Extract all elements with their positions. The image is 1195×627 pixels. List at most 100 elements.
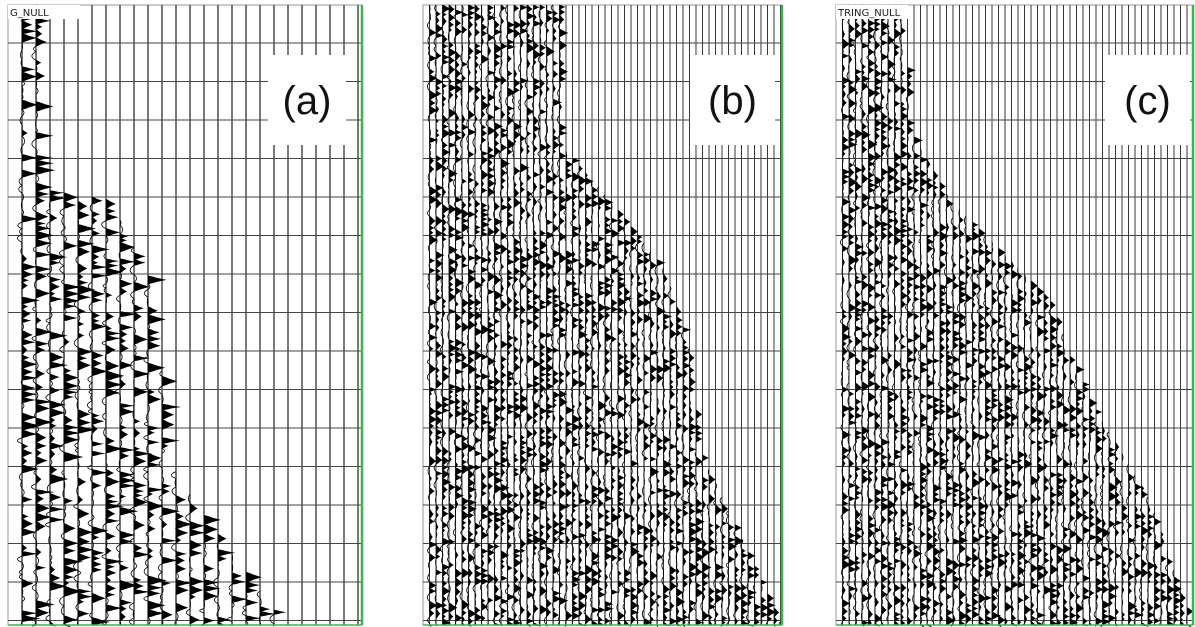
- wiggle-fill: [894, 11, 903, 626]
- wiggle-fill: [907, 67, 917, 625]
- wiggle-fill: [979, 229, 988, 626]
- wiggle-fill: [631, 226, 640, 624]
- wiggle-trace: [1008, 261, 1017, 626]
- wiggle-fill: [148, 276, 167, 617]
- wiggle-fill: [842, 5, 852, 622]
- wiggle-fill: [689, 353, 699, 613]
- label-box: [268, 55, 346, 145]
- wiggle-trace: [859, 4, 868, 627]
- wiggle-fill: [553, 10, 562, 619]
- wiggle-fill: [1070, 356, 1079, 625]
- wiggle-fill: [481, 14, 491, 621]
- wiggle-fill: [134, 253, 153, 595]
- panel-label: (a): [283, 79, 332, 123]
- header-box: [836, 5, 908, 19]
- wiggle-fill: [696, 410, 705, 625]
- panel-label: (c): [1124, 79, 1171, 123]
- label-box: [690, 55, 775, 145]
- wiggle-fill: [274, 610, 287, 615]
- wiggle-fill: [1102, 426, 1112, 625]
- wiggle-fill: [1109, 447, 1118, 622]
- panel-header: G_NULL: [10, 8, 49, 19]
- wiggle-fill: [559, 5, 569, 605]
- wiggle-fill: [946, 199, 956, 625]
- wiggle-fill: [657, 259, 666, 608]
- wiggle-fill: [540, 5, 549, 615]
- wiggle-fill: [1018, 272, 1027, 625]
- wiggle-fill: [585, 172, 595, 624]
- wiggle-fill: [624, 218, 634, 625]
- wiggle-fill: [953, 225, 962, 624]
- wiggle-fill: [1044, 294, 1053, 595]
- wiggle-fill: [644, 252, 653, 625]
- wiggle-fill: [36, 5, 56, 618]
- wiggle-fill: [520, 5, 530, 615]
- wiggle-fill: [449, 5, 458, 621]
- wiggle-fill: [728, 524, 737, 598]
- wiggle-fill: [514, 5, 523, 625]
- wiggle-fill: [592, 187, 601, 626]
- wiggle-fill: [429, 29, 439, 627]
- panel-header: TRING_NULL: [837, 8, 901, 19]
- wiggle-fill: [598, 197, 608, 625]
- wiggle-fill: [676, 306, 686, 627]
- wiggle-fill: [1063, 356, 1072, 625]
- wiggle-fill: [855, 5, 865, 618]
- gather-panel: TRING_NULL (c): [835, 4, 1195, 627]
- wiggle-fill: [78, 201, 97, 617]
- wiggle-fill: [862, 5, 871, 627]
- wiggle-fill: [940, 182, 949, 622]
- wiggle-fill: [436, 11, 445, 619]
- wiggle-fill: [1005, 262, 1014, 625]
- wiggle-fill: [650, 261, 660, 622]
- wiggle-trace: [570, 157, 578, 626]
- wiggle-fill: [933, 171, 943, 616]
- wiggle-fill: [1011, 261, 1021, 627]
- wiggle-fill: [494, 20, 504, 626]
- wiggle-fill: [875, 15, 884, 627]
- wiggle-fill: [462, 12, 471, 626]
- wiggle-fill: [683, 327, 692, 627]
- wiggle-fill: [920, 157, 930, 627]
- wiggle-fill: [246, 572, 262, 621]
- panel-label: (b): [708, 79, 757, 123]
- wiggle-fill: [1050, 301, 1060, 625]
- gather-panel: G_NULL (a): [7, 4, 364, 627]
- wiggle-fill: [527, 5, 536, 627]
- wiggle-fill: [64, 192, 84, 627]
- wiggle-fill: [204, 515, 221, 624]
- wiggle-fill: [566, 160, 575, 621]
- wiggle-fill: [1115, 442, 1124, 627]
- wiggle-fill: [22, 12, 42, 622]
- wiggle-fill: [881, 5, 891, 625]
- label-box: [1105, 55, 1190, 145]
- wiggle-fill: [1089, 398, 1099, 626]
- wiggle-fill: [868, 5, 878, 625]
- wiggle-fill: [767, 594, 777, 622]
- wiggle-fill: [232, 572, 248, 603]
- wiggle-fill: [1122, 504, 1130, 622]
- wiggle-fill: [611, 218, 621, 595]
- wiggle-fill: [190, 503, 206, 624]
- wiggle-fill: [120, 234, 139, 622]
- wiggle-trace: [628, 226, 637, 627]
- wiggle-fill: [106, 199, 125, 612]
- wiggle-fill: [735, 524, 744, 625]
- wiggle-trace: [1119, 453, 1127, 626]
- wiggle-fill: [748, 552, 757, 627]
- wiggle-fill: [1096, 410, 1105, 625]
- wiggle-fill: [1024, 290, 1034, 624]
- wiggle-trace: [563, 150, 572, 627]
- wiggle-fill: [754, 566, 762, 625]
- wiggle-fill: [260, 606, 276, 617]
- wiggle-fill: [1057, 317, 1066, 625]
- wiggle-fill: [1180, 593, 1186, 626]
- wiggle-fill: [849, 5, 858, 601]
- wiggle-fill: [966, 234, 975, 624]
- wiggle-fill: [1174, 576, 1183, 623]
- wiggle-fill: [618, 210, 627, 625]
- wiggle-fill: [176, 495, 193, 612]
- wiggle-fill: [455, 10, 465, 622]
- wiggle-trace: [227, 553, 242, 626]
- wiggle-fill: [709, 475, 717, 625]
